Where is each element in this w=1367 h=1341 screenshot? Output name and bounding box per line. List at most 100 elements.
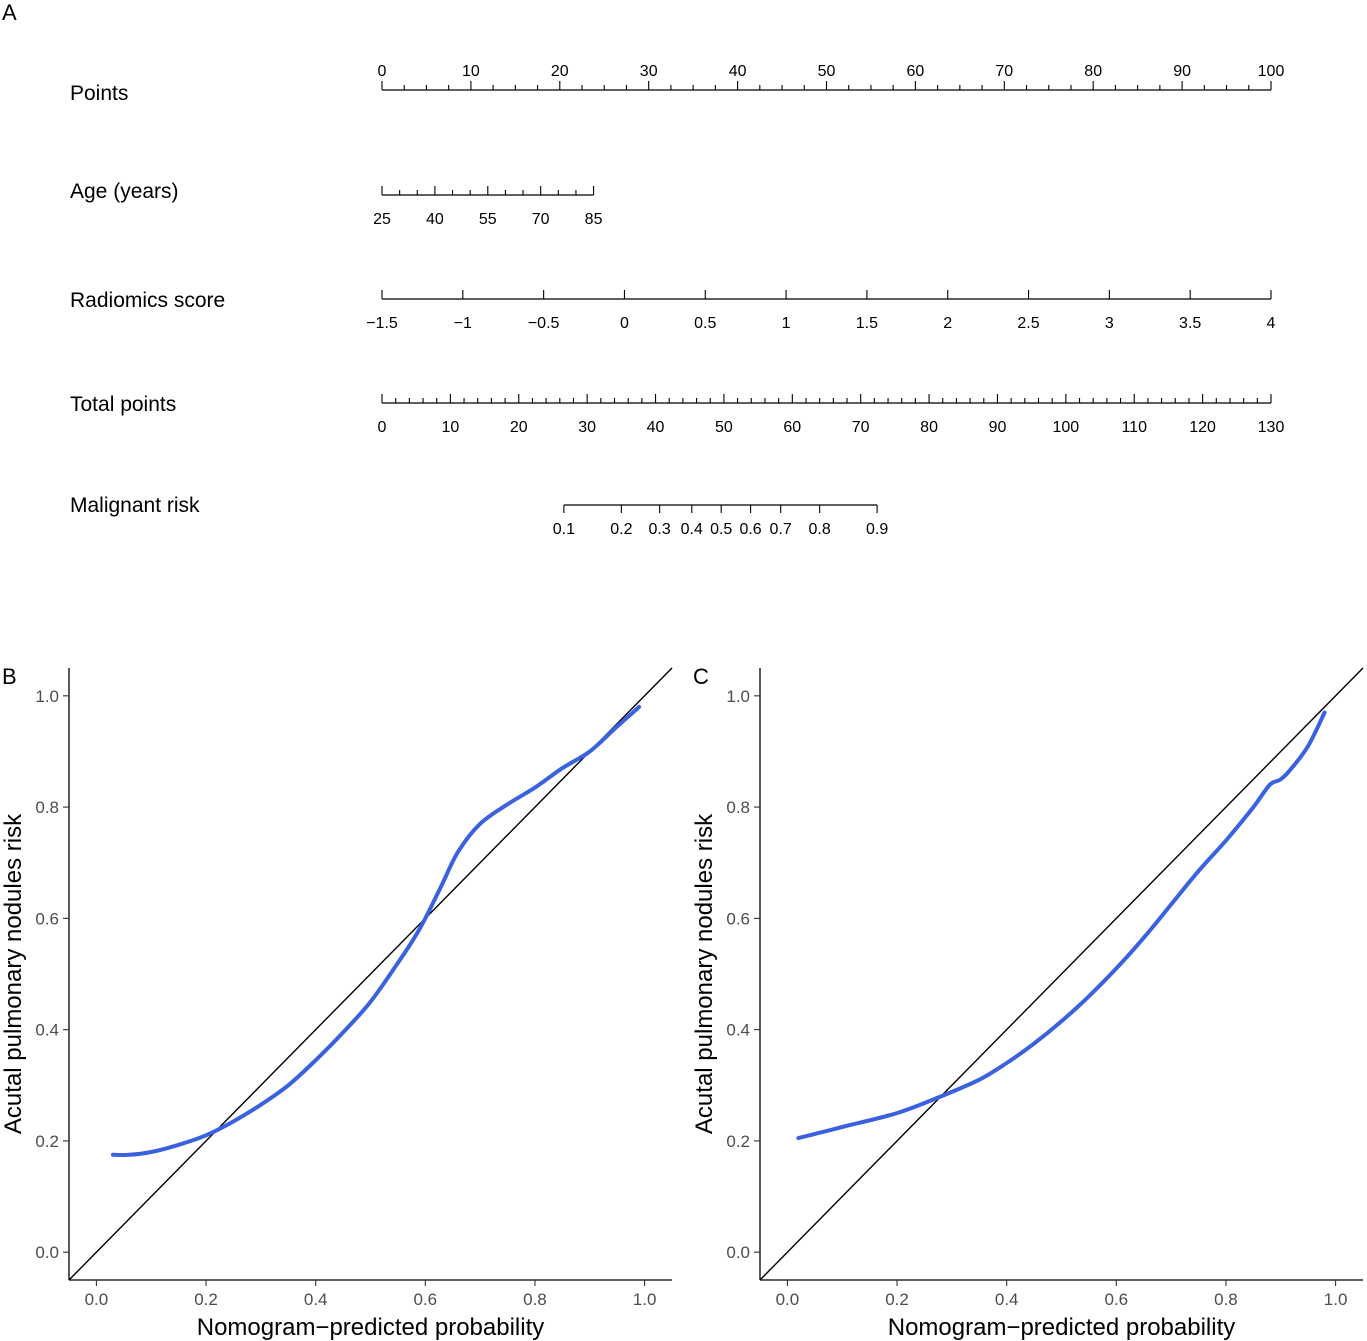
tick-label: 60 xyxy=(907,63,925,80)
tick-label: 0.9 xyxy=(866,521,888,538)
tick-label: 0.1 xyxy=(553,521,575,538)
tick-label: −1 xyxy=(454,315,472,332)
tick-label: 40 xyxy=(729,63,747,80)
tick-label: 0.2 xyxy=(610,521,632,538)
tick-label: 10 xyxy=(462,63,480,80)
x-tick-label: 0.6 xyxy=(1104,1290,1128,1309)
nomogram-row: Age (years) 25 40 55 70 85 xyxy=(70,180,603,228)
tick-label: 30 xyxy=(640,63,658,80)
x-tick-label: 0.0 xyxy=(85,1290,109,1309)
tick-label: 2 xyxy=(943,315,952,332)
tick-label: 2.5 xyxy=(1017,315,1039,332)
y-axis-title: Acutal pulmonary nodules risk xyxy=(0,813,27,1134)
row-label: Total points xyxy=(70,393,176,416)
tick-label: −0.5 xyxy=(528,315,560,332)
tick-label: 55 xyxy=(479,211,497,228)
tick-label: 100 xyxy=(1052,419,1079,436)
x-axis-title: Nomogram−predicted probability xyxy=(888,1314,1236,1341)
y-tick-label: 0.6 xyxy=(35,909,59,928)
tick-label: 40 xyxy=(426,211,444,228)
tick-label: 1.5 xyxy=(856,315,878,332)
y-tick-label: 0.8 xyxy=(726,798,750,817)
x-tick-label: 0.0 xyxy=(776,1290,800,1309)
y-tick-label: 0.4 xyxy=(726,1021,750,1040)
y-tick-label: 1.0 xyxy=(35,687,59,706)
tick-label: 90 xyxy=(1173,63,1191,80)
tick-label: 50 xyxy=(818,63,836,80)
tick-label: 70 xyxy=(995,63,1013,80)
x-tick-label: 0.8 xyxy=(1214,1290,1238,1309)
nomogram-row: Malignant risk 0.1 0.2 0.3 0.4 0.5 0.6 0.7 0.8 0.… xyxy=(70,494,888,538)
x-tick-label: 0.6 xyxy=(413,1290,437,1309)
tick-label: 20 xyxy=(510,419,528,436)
x-tick-label: 0.4 xyxy=(995,1290,1019,1309)
tick-label: 0.5 xyxy=(694,315,716,332)
calibration-plot-c: 0.0 0.2 0.4 0.6 0.8 1.0 0.0 0.2 0.4 0.6 0.8 1.0 Nomo… xyxy=(691,667,1364,1341)
tick-label: 50 xyxy=(715,419,733,436)
y-tick-label: 1.0 xyxy=(726,687,750,706)
tick-label: 80 xyxy=(920,419,938,436)
tick-label: 40 xyxy=(647,419,665,436)
tick-label: 0 xyxy=(378,419,387,436)
row-label: Points xyxy=(70,82,128,105)
x-tick-label: 0.2 xyxy=(194,1290,218,1309)
y-tick-label: 0.0 xyxy=(726,1243,750,1262)
tick-label: 85 xyxy=(585,211,603,228)
tick-label: 0.5 xyxy=(710,521,732,538)
row-label: Malignant risk xyxy=(70,494,200,517)
ideal-diagonal-line xyxy=(759,667,1364,1281)
tick-label: 3 xyxy=(1105,315,1114,332)
y-tick-label: 0.6 xyxy=(726,909,750,928)
tick-label: 130 xyxy=(1258,419,1285,436)
y-tick-label: 0.4 xyxy=(35,1021,59,1040)
tick-label: 0.6 xyxy=(739,521,761,538)
row-label: Age (years) xyxy=(70,180,179,203)
y-tick-label: 0.8 xyxy=(35,798,59,817)
row-label: Radiomics score xyxy=(70,289,225,312)
calibration-plot-b: 0.0 0.2 0.4 0.6 0.8 1.0 0.0 0.2 0.4 0.6 0.8 1.0 Nomo… xyxy=(0,667,673,1341)
tick-label: 0 xyxy=(620,315,629,332)
tick-label: 30 xyxy=(578,419,596,436)
panel-c-label: C xyxy=(693,664,709,689)
x-tick-label: 0.8 xyxy=(523,1290,547,1309)
nomogram-row: Points 0 10 20 30 40 50 60 70 80 90 100 xyxy=(70,63,1284,105)
panel-a-label: A xyxy=(2,0,17,25)
panel-b-label: B xyxy=(2,664,17,689)
tick-label: 0.4 xyxy=(681,521,703,538)
tick-label: 10 xyxy=(441,419,459,436)
nomogram-row: Total points 0 10 20 30 40 50 60 70 80 90 100 110 120… xyxy=(70,393,1284,436)
y-axis-title: Acutal pulmonary nodules risk xyxy=(691,813,718,1134)
tick-label: 3.5 xyxy=(1179,315,1201,332)
x-tick-label: 0.4 xyxy=(304,1290,328,1309)
tick-label: 90 xyxy=(989,419,1007,436)
tick-label: 100 xyxy=(1258,63,1285,80)
calibration-curve xyxy=(796,710,1327,1141)
tick-label: 70 xyxy=(852,419,870,436)
tick-label: 4 xyxy=(1267,315,1276,332)
y-tick-label: 0.2 xyxy=(726,1132,750,1151)
tick-label: 0.8 xyxy=(809,521,831,538)
tick-label: 25 xyxy=(373,211,391,228)
y-tick-label: 0.0 xyxy=(35,1243,59,1262)
x-axis-title: Nomogram−predicted probability xyxy=(197,1314,545,1341)
x-tick-label: 1.0 xyxy=(1324,1290,1348,1309)
tick-label: 20 xyxy=(551,63,569,80)
tick-label: 1 xyxy=(782,315,791,332)
x-tick-label: 1.0 xyxy=(633,1290,657,1309)
calibration-curve xyxy=(110,704,642,1158)
tick-label: 80 xyxy=(1084,63,1102,80)
tick-label: 110 xyxy=(1121,419,1147,436)
nomogram-row: Radiomics score −1.5 −1 −0.5 0 0.5 1 1.5 2 2.5 3 3.… xyxy=(70,289,1276,332)
tick-label: 0.3 xyxy=(649,521,671,538)
y-tick-label: 0.2 xyxy=(35,1132,59,1151)
tick-label: 120 xyxy=(1189,419,1216,436)
ideal-diagonal-line xyxy=(68,667,673,1281)
tick-label: 60 xyxy=(783,419,801,436)
tick-label: −1.5 xyxy=(366,315,398,332)
tick-label: 70 xyxy=(532,211,550,228)
tick-label: 0.7 xyxy=(770,521,792,538)
tick-label: 0 xyxy=(378,63,387,80)
x-tick-label: 0.2 xyxy=(885,1290,909,1309)
